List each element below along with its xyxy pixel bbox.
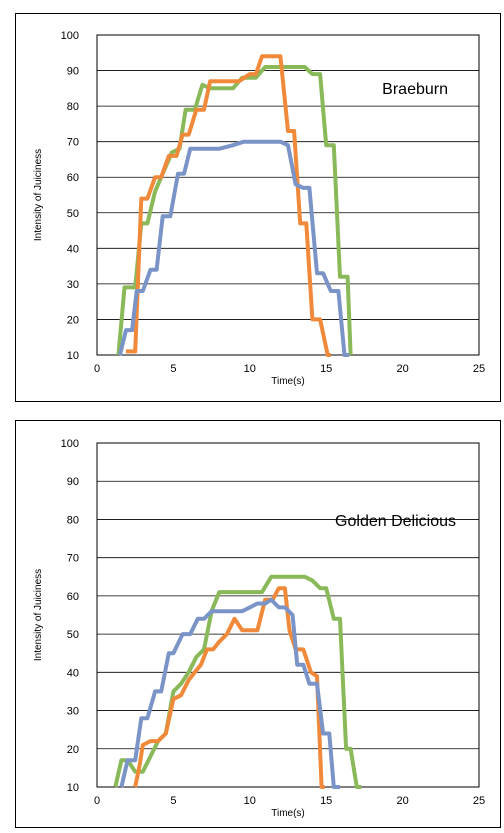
- y-tick-label: 30: [67, 706, 79, 718]
- y-tick-label: 40: [67, 243, 79, 255]
- x-axis-title: Time(s): [271, 376, 305, 387]
- plot-area: [96, 34, 480, 356]
- braeburn-chart-svg: 10 20 30 40 50 60 70 80 90 100 0 5 10 15 20 25 Time(s) In…: [33, 30, 485, 387]
- series-line-3: [117, 139, 350, 357]
- x-tick-label: 5: [170, 363, 176, 375]
- braeburn-chart: 10 20 30 40 50 60 70 80 90 100 0 5 10 15 20 25 Time(s) In…: [15, 13, 501, 402]
- x-tick-label: 25: [473, 363, 485, 375]
- y-tick-label: 50: [67, 629, 79, 641]
- x-tick-label: 5: [170, 795, 176, 807]
- y-tick-label: 80: [67, 514, 79, 526]
- golden-delicious-chart: 10 20 30 40 50 60 70 80 90 100 0 5 10 15 20 25 Time(s) In…: [15, 420, 501, 828]
- y-tick-label: 90: [67, 66, 79, 78]
- x-axis-title: Time(s): [271, 808, 305, 819]
- series-line-2: [126, 54, 331, 357]
- y-tick-label: 20: [67, 314, 79, 326]
- y-tick-label: 40: [67, 667, 79, 679]
- y-tick-label: 100: [61, 30, 79, 42]
- y-axis-title: Intensity of Juiciness: [33, 149, 44, 241]
- chart-annotation: Braeburn: [382, 81, 448, 98]
- y-tick-label: 10: [67, 782, 79, 794]
- x-tick-label: 0: [94, 795, 100, 807]
- x-tick-label: 15: [320, 795, 332, 807]
- series-line-1: [113, 574, 362, 789]
- x-tick-label: 20: [396, 795, 408, 807]
- y-tick-label: 60: [67, 591, 79, 603]
- series-line-3: [119, 597, 340, 789]
- y-tick-label: 10: [67, 350, 79, 362]
- y-tick-label: 30: [67, 279, 79, 291]
- y-tick-label: 60: [67, 172, 79, 184]
- x-tick-label: 20: [396, 363, 408, 375]
- y-tick-label: 20: [67, 744, 79, 756]
- y-axis-title: Intensity of Juiciness: [33, 569, 44, 661]
- x-tick-label: 10: [244, 363, 256, 375]
- y-tick-label: 70: [67, 137, 79, 149]
- y-tick-label: 90: [67, 476, 79, 488]
- y-tick-label: 80: [67, 101, 79, 113]
- x-tick-label: 25: [473, 795, 485, 807]
- golden-delicious-chart-svg: 10 20 30 40 50 60 70 80 90 100 0 5 10 15 20 25 Time(s) In…: [33, 438, 485, 819]
- x-tick-label: 10: [244, 795, 256, 807]
- y-tick-label: 50: [67, 208, 79, 220]
- x-tick-label: 15: [320, 363, 332, 375]
- y-tick-label: 70: [67, 553, 79, 565]
- chart-annotation: Golden Delicious: [335, 513, 456, 530]
- y-tick-label: 100: [61, 438, 79, 450]
- x-tick-label: 0: [94, 363, 100, 375]
